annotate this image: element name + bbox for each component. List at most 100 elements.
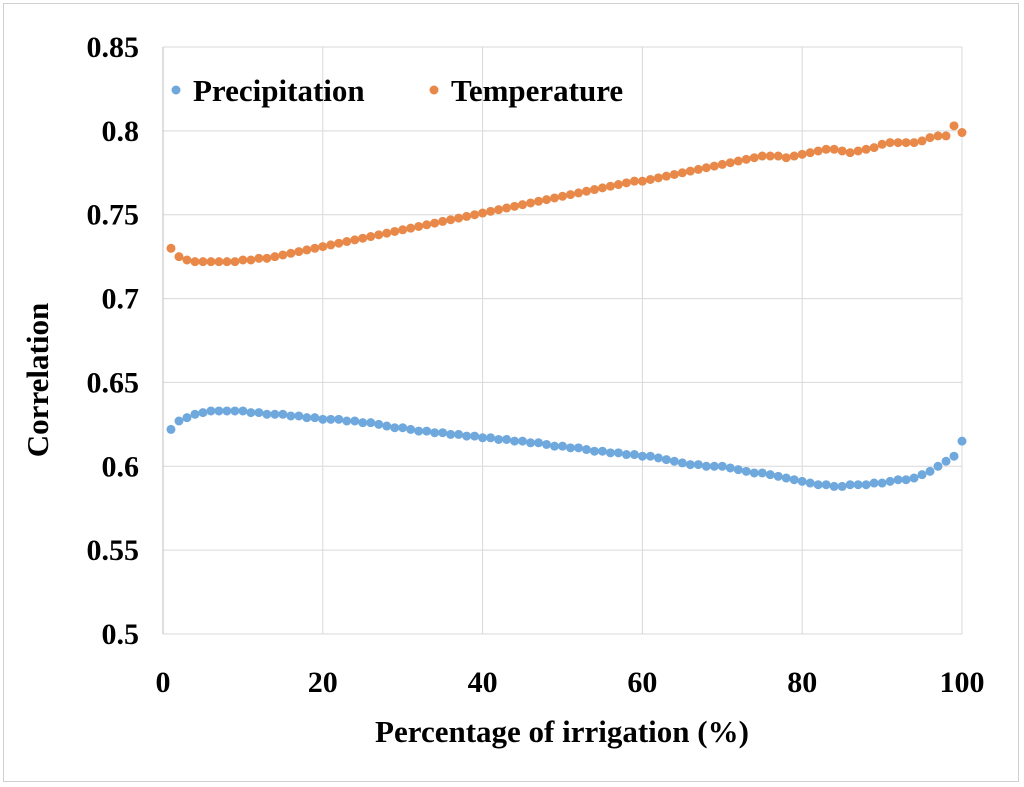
precipitation-point bbox=[765, 470, 775, 480]
precipitation-point bbox=[510, 436, 520, 446]
precipitation-point bbox=[174, 416, 184, 426]
precipitation-point bbox=[326, 414, 336, 424]
precipitation-point bbox=[366, 418, 376, 428]
x-tick-label: 0 bbox=[156, 666, 171, 699]
temperature-point bbox=[597, 183, 607, 193]
precipitation-point bbox=[478, 433, 488, 443]
precipitation-point bbox=[741, 466, 751, 476]
precipitation-point bbox=[230, 406, 240, 416]
temperature-point bbox=[693, 164, 703, 174]
temperature-point bbox=[589, 185, 599, 195]
precipitation-point bbox=[709, 461, 719, 471]
precipitation-point bbox=[398, 423, 408, 433]
temperature-point bbox=[350, 235, 360, 245]
x-axis-label: Percentage of irrigation (%) bbox=[375, 714, 749, 749]
precipitation-point bbox=[869, 478, 879, 488]
y-tick-label: 0.55 bbox=[87, 534, 140, 567]
temperature-point bbox=[262, 253, 272, 263]
precipitation-point bbox=[390, 423, 400, 433]
precipitation-point bbox=[334, 414, 344, 424]
y-tick-label: 0.8 bbox=[102, 115, 140, 148]
temperature-point bbox=[741, 154, 751, 164]
temperature-point bbox=[869, 143, 879, 153]
precipitation-point bbox=[406, 424, 416, 434]
temperature-point bbox=[414, 221, 424, 231]
precipitation-point bbox=[518, 436, 528, 446]
precipitation-point bbox=[422, 426, 432, 436]
precipitation-point bbox=[246, 408, 256, 418]
precipitation-point bbox=[949, 451, 959, 461]
precipitation-point bbox=[789, 475, 799, 485]
precipitation-point bbox=[262, 409, 272, 419]
temperature-point bbox=[653, 173, 663, 183]
precipitation-point bbox=[797, 476, 807, 486]
precipitation-point bbox=[813, 480, 823, 490]
precipitation-point bbox=[526, 438, 536, 448]
precipitation-point bbox=[637, 451, 647, 461]
precipitation-point bbox=[270, 409, 280, 419]
temperature-point bbox=[613, 180, 623, 190]
precipitation-point bbox=[214, 406, 224, 416]
precipitation-point bbox=[669, 456, 679, 466]
temperature-point bbox=[406, 223, 416, 233]
precipitation-point bbox=[597, 446, 607, 456]
precipitation-point bbox=[653, 453, 663, 463]
legend-label-precipitation: Precipitation bbox=[193, 73, 365, 108]
precipitation-point bbox=[581, 445, 591, 455]
temperature-point bbox=[398, 225, 408, 235]
precipitation-point bbox=[773, 471, 783, 481]
precipitation-point bbox=[182, 413, 192, 423]
precipitation-point bbox=[350, 416, 360, 426]
temperature-point bbox=[270, 252, 280, 262]
precipitation-point bbox=[605, 448, 615, 458]
y-tick-label: 0.5 bbox=[102, 618, 140, 651]
legend-marker-precipitation bbox=[171, 85, 181, 95]
precipitation-point bbox=[877, 478, 887, 488]
precipitation-point bbox=[677, 458, 687, 468]
precipitation-point bbox=[358, 418, 368, 428]
temperature-point bbox=[238, 255, 248, 265]
temperature-point bbox=[334, 238, 344, 248]
temperature-point bbox=[214, 257, 224, 267]
precipitation-point bbox=[470, 431, 480, 441]
precipitation-point bbox=[374, 419, 384, 429]
temperature-point bbox=[925, 133, 935, 143]
series-temperature bbox=[166, 121, 967, 267]
temperature-point bbox=[813, 146, 823, 156]
precipitation-point bbox=[438, 428, 448, 438]
temperature-point bbox=[254, 253, 264, 263]
precipitation-point bbox=[278, 409, 288, 419]
temperature-point bbox=[518, 200, 528, 210]
temperature-point bbox=[949, 121, 959, 131]
temperature-point bbox=[174, 252, 184, 262]
x-tick-label: 20 bbox=[308, 666, 338, 699]
precipitation-point bbox=[302, 413, 312, 423]
temperature-point bbox=[542, 195, 552, 205]
temperature-point bbox=[310, 243, 320, 253]
precipitation-point bbox=[462, 431, 472, 441]
precipitation-point bbox=[502, 434, 512, 444]
chart-frame bbox=[3, 3, 1019, 782]
precipitation-point bbox=[550, 441, 560, 451]
temperature-point bbox=[877, 139, 887, 149]
temperature-point bbox=[909, 138, 919, 148]
precipitation-point bbox=[941, 456, 951, 466]
precipitation-point bbox=[294, 411, 304, 421]
temperature-point bbox=[342, 237, 352, 247]
precipitation-point bbox=[733, 465, 743, 475]
series-points bbox=[166, 121, 967, 491]
precipitation-point bbox=[430, 428, 440, 438]
precipitation-point bbox=[725, 463, 735, 473]
precipitation-point bbox=[534, 438, 544, 448]
precipitation-point bbox=[685, 460, 695, 470]
temperature-point bbox=[837, 146, 847, 156]
temperature-point bbox=[510, 201, 520, 211]
precipitation-point bbox=[565, 443, 575, 453]
temperature-point bbox=[629, 176, 639, 186]
temperature-point bbox=[573, 188, 583, 198]
temperature-point bbox=[685, 166, 695, 176]
temperature-point bbox=[845, 148, 855, 158]
x-tick-label: 100 bbox=[940, 666, 985, 699]
y-tick-label: 0.7 bbox=[102, 283, 140, 316]
